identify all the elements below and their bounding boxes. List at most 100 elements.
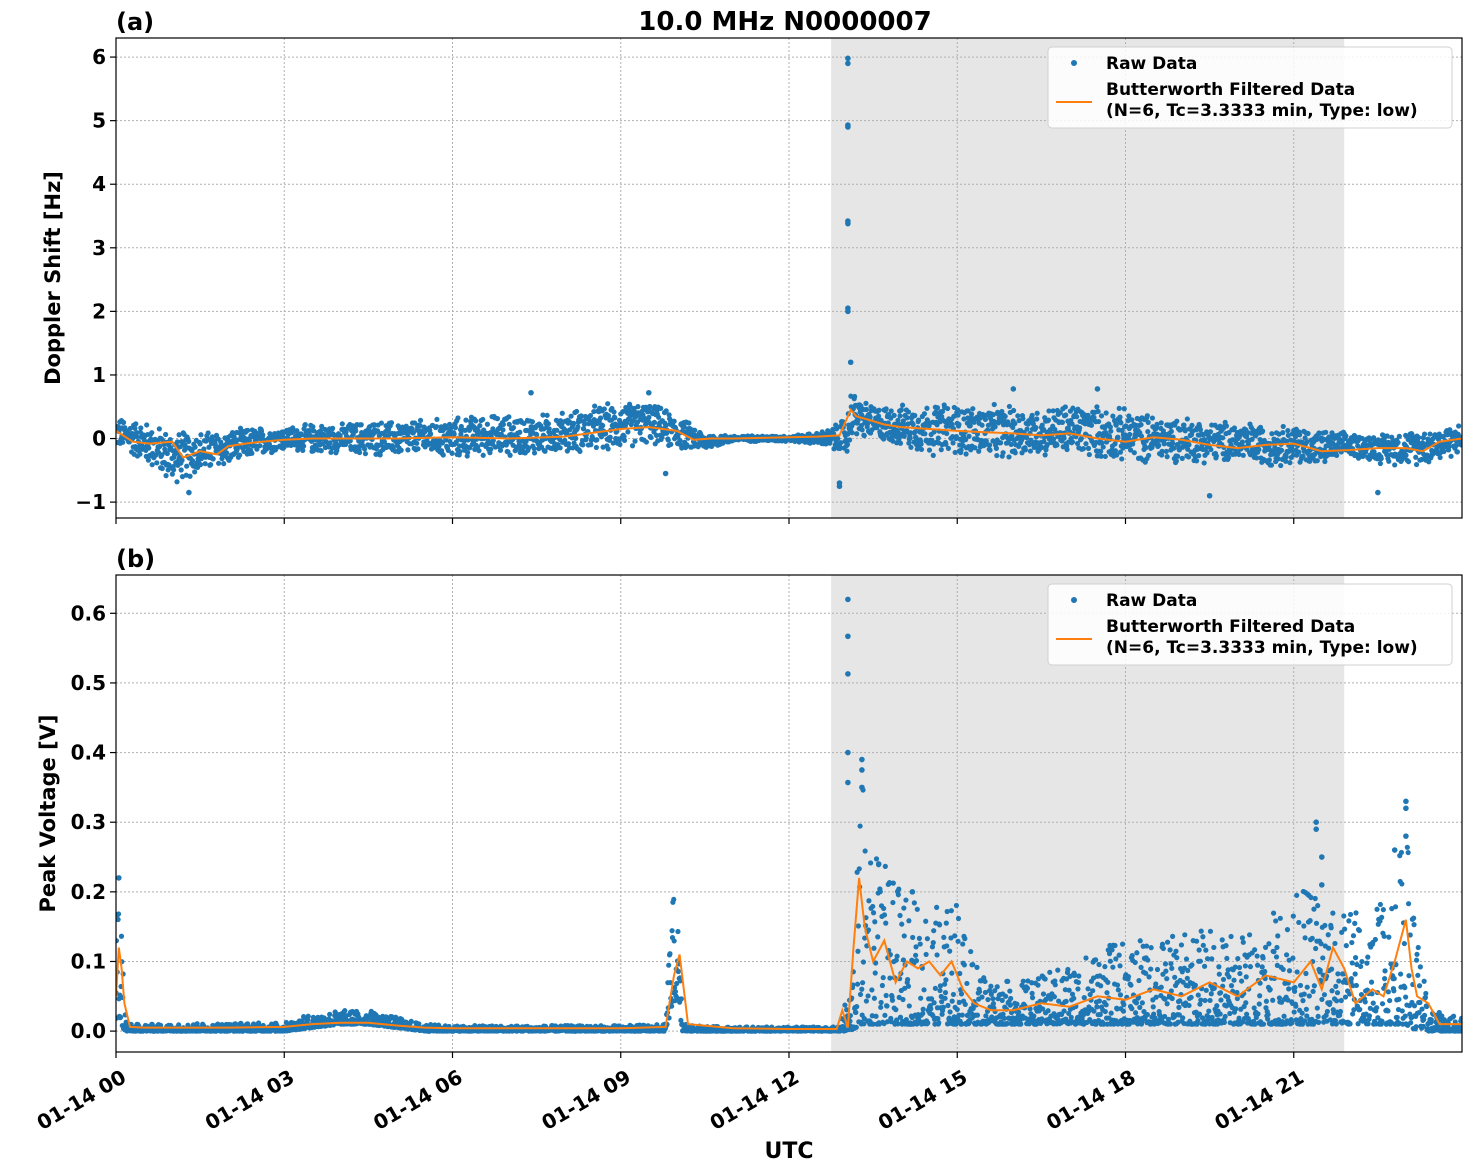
raw-data-point: [993, 445, 999, 451]
raw-data-point: [1085, 445, 1092, 451]
raw-data-point: [854, 431, 860, 437]
raw-data-point: [597, 415, 604, 421]
raw-data-point: [1256, 446, 1262, 453]
raw-data-point: [1403, 452, 1409, 458]
raw-data-point: [859, 427, 865, 433]
raw-data-point: [174, 439, 181, 445]
raw-data-point: [1146, 452, 1152, 459]
raw-data-point: [1163, 448, 1169, 455]
raw-data-point: [306, 427, 313, 434]
raw-data-point: [415, 446, 421, 452]
raw-data-point: [1171, 445, 1177, 451]
raw-data-point: [601, 406, 607, 412]
raw-data-point: [116, 938, 120, 944]
raw-data-point: [1063, 412, 1069, 418]
raw-data-point: [587, 413, 594, 419]
raw-data-point: [1126, 413, 1132, 419]
raw-data-point: [646, 414, 652, 420]
raw-data-point: [681, 424, 687, 430]
raw-data-point: [577, 418, 583, 424]
raw-data-point: [1103, 410, 1109, 416]
raw-data-point: [1170, 440, 1176, 446]
raw-data-point: [573, 408, 580, 415]
raw-data-point: [1094, 453, 1100, 459]
raw-data-point: [970, 406, 976, 412]
raw-data-point: [901, 433, 907, 439]
raw-data-point: [900, 418, 907, 424]
y-tick-label: 2: [92, 299, 106, 323]
raw-data-point: [855, 418, 861, 424]
raw-data-outlier: [1010, 386, 1017, 392]
raw-data-point: [577, 448, 583, 454]
raw-data-point: [1379, 442, 1385, 448]
raw-data-point: [668, 441, 674, 447]
raw-data-point: [356, 449, 363, 456]
raw-data-point: [1099, 440, 1105, 446]
raw-data-point: [945, 445, 952, 451]
raw-data-point: [558, 418, 564, 424]
raw-data-point: [318, 448, 324, 454]
raw-data-point: [488, 446, 494, 452]
raw-data-point: [1283, 458, 1289, 464]
raw-data-point: [1077, 425, 1083, 431]
raw-data-point: [1441, 448, 1447, 455]
raw-data-point: [976, 448, 982, 454]
raw-data-point: [1044, 442, 1050, 448]
raw-data-point: [1168, 428, 1174, 435]
raw-data-point: [915, 417, 922, 423]
raw-data-point: [897, 440, 904, 446]
raw-data-point: [997, 440, 1004, 446]
raw-data-point: [254, 446, 260, 452]
raw-data-point: [1145, 428, 1151, 435]
filtered-data-line: [116, 408, 1462, 459]
raw-data-point: [208, 462, 214, 468]
raw-data-point: [1156, 437, 1162, 443]
raw-data-point: [1046, 408, 1052, 414]
raw-data-point: [891, 412, 897, 419]
raw-data-outlier: [645, 389, 652, 396]
raw-data-point: [331, 432, 337, 438]
raw-data-point: [897, 413, 903, 419]
raw-data-point: [405, 447, 411, 453]
raw-data-point: [378, 420, 385, 426]
raw-data-point: [672, 988, 679, 995]
raw-data-point: [545, 421, 552, 427]
raw-data-point: [339, 421, 345, 427]
raw-data-point: [300, 443, 307, 449]
raw-data-point: [844, 441, 851, 448]
raw-data-point: [669, 1003, 675, 1009]
raw-data-point: [1000, 450, 1006, 456]
raw-data-point: [171, 467, 177, 473]
raw-data-point: [198, 432, 204, 438]
raw-data-point: [1027, 448, 1034, 454]
raw-data-point: [605, 413, 612, 419]
raw-data-point: [1088, 422, 1095, 428]
raw-data-point: [955, 407, 961, 413]
raw-data-point: [350, 431, 356, 438]
raw-data-point: [480, 452, 486, 458]
raw-data-point: [1240, 452, 1246, 458]
raw-data-point: [1022, 447, 1028, 453]
raw-data-point: [1297, 432, 1303, 438]
raw-data-point: [867, 414, 873, 420]
raw-data-point: [684, 442, 690, 448]
raw-data-point: [952, 449, 958, 456]
raw-data-point: [1413, 461, 1420, 468]
raw-data-point: [375, 428, 381, 434]
raw-data-point: [310, 424, 316, 430]
raw-data-point: [1098, 413, 1105, 419]
raw-data-point: [926, 447, 933, 453]
raw-data-point: [912, 412, 918, 419]
y-tick-label: 6: [92, 45, 106, 69]
raw-data-point: [876, 407, 882, 413]
figure-title: 10.0 MHz N0000007: [638, 7, 931, 37]
raw-data-point: [1173, 458, 1179, 464]
raw-data-point: [1392, 462, 1398, 468]
raw-data-point: [835, 435, 841, 442]
raw-data-point: [1028, 437, 1034, 443]
raw-data-point: [594, 437, 600, 443]
raw-data-point: [283, 1019, 289, 1026]
raw-data-point: [1204, 450, 1210, 456]
raw-data-point: [197, 462, 204, 468]
raw-data-point: [1254, 455, 1260, 461]
